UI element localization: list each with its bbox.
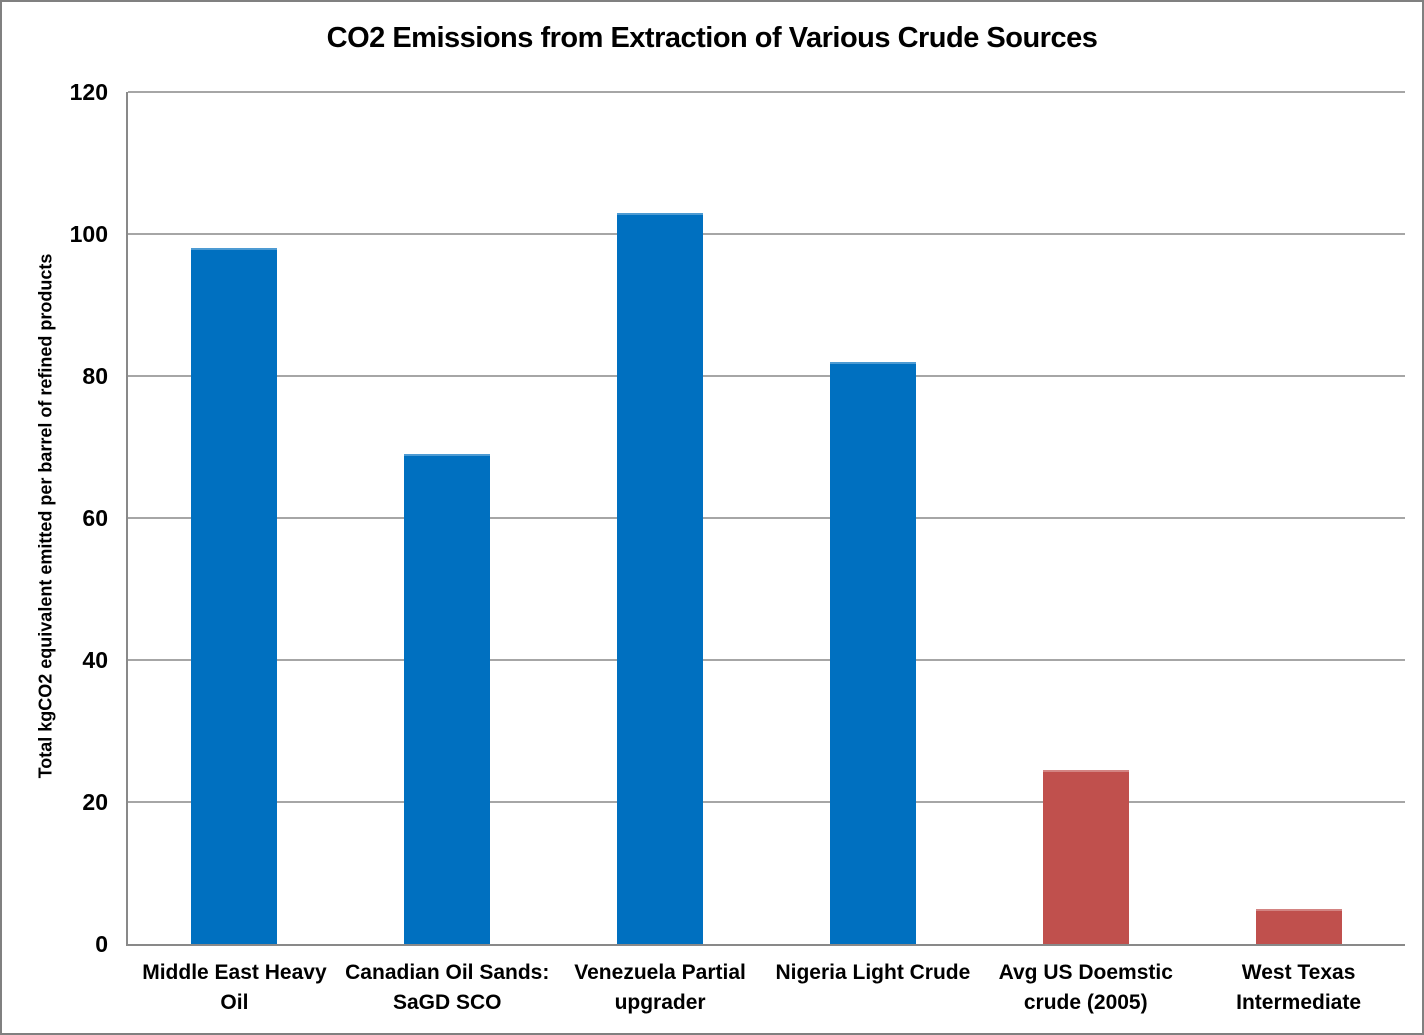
category-label: Middle East Heavy Oil bbox=[142, 961, 327, 1014]
y-tick-label: 40 bbox=[82, 647, 108, 673]
y-tick-label: 120 bbox=[69, 79, 108, 105]
gridline bbox=[128, 659, 1405, 661]
category-label: Nigeria Light Crude bbox=[775, 961, 971, 984]
plot-area: 0 20 40 60 80 100 120 Middle East Heavy Oil Cana… bbox=[70, 79, 1405, 1014]
y-tick-label: 80 bbox=[82, 363, 108, 389]
gridline bbox=[128, 233, 1405, 235]
category-label: West Texas Intermediate bbox=[1236, 961, 1362, 1014]
category-label: Venezuela Partial upgrader bbox=[574, 961, 746, 1014]
bar bbox=[617, 212, 704, 944]
category-label: Canadian Oil Sands: SaGD SCO bbox=[345, 961, 550, 1014]
y-axis-line bbox=[126, 92, 128, 946]
gridline bbox=[128, 375, 1405, 377]
y-tick-label: 60 bbox=[82, 505, 108, 531]
category-label: Avg US Doemstic crude (2005) bbox=[998, 961, 1173, 1014]
y-tick-label: 20 bbox=[82, 789, 108, 815]
gridline bbox=[128, 517, 1405, 519]
gridline bbox=[128, 91, 1405, 93]
bar bbox=[1255, 908, 1342, 944]
y-tick-label: 100 bbox=[69, 221, 108, 247]
chart-title: CO2 Emissions from Extraction of Various… bbox=[326, 22, 1098, 54]
x-axis-line bbox=[126, 944, 1405, 946]
y-tick-label: 0 bbox=[95, 931, 108, 957]
gridline bbox=[128, 801, 1405, 803]
bar bbox=[404, 454, 491, 944]
bar bbox=[829, 361, 916, 944]
bar bbox=[191, 248, 278, 944]
bar bbox=[1042, 770, 1129, 944]
